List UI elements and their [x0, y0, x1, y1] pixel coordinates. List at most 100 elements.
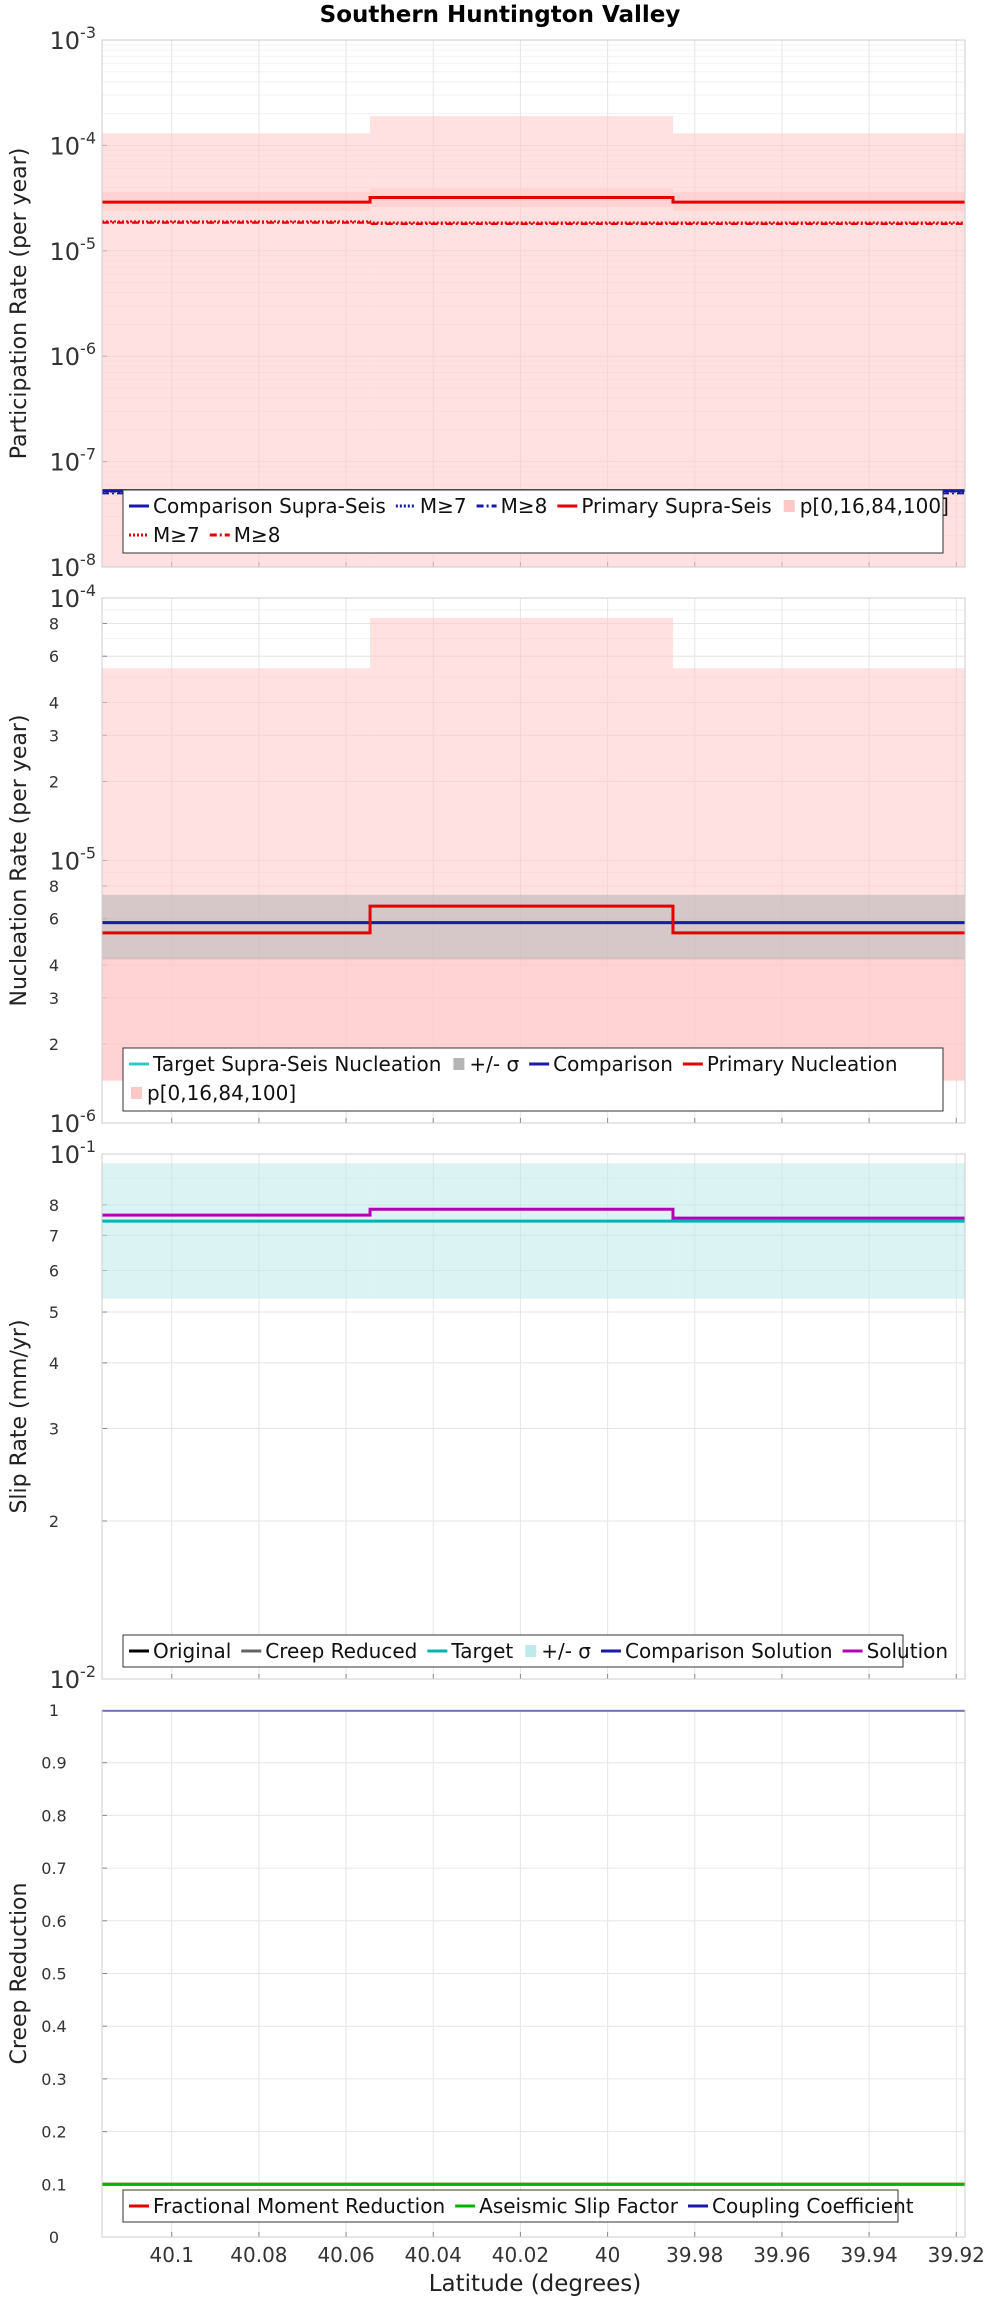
legend-label: Solution [867, 1639, 948, 1663]
legend-swatch [525, 1645, 537, 1657]
legend-label: Creep Reduced [265, 1639, 417, 1663]
y-tick-label: 8 [49, 1196, 59, 1215]
y-axis-label: Participation Rate (per year) [7, 148, 32, 460]
series-line [102, 196, 965, 204]
y-tick-label: 0.4 [41, 2017, 66, 2036]
y-tick-label: 4 [49, 693, 59, 712]
legend-label: Primary Nucleation [707, 1052, 898, 1076]
legend-label: +/- σ [541, 1639, 591, 1663]
plot-area [102, 617, 965, 1081]
x-tick-label: 39.92 [928, 2243, 985, 2267]
y-tick-label: 3 [49, 726, 59, 745]
legend-label: M≥7 [153, 523, 200, 547]
y-axis-label: Nucleation Rate (per year) [7, 715, 32, 1007]
plot-frame [101, 597, 966, 1124]
x-tick-label: 40.1 [149, 2243, 194, 2267]
x-tick-label: 40.08 [230, 2243, 287, 2267]
y-tick-label: 10-4 [50, 581, 97, 613]
band-segment [672, 894, 965, 960]
y-tick-label: 4 [49, 1354, 59, 1373]
legend-label: p[0,16,84,100] [800, 494, 949, 518]
legend-box [122, 1047, 944, 1112]
series-line [102, 1207, 965, 1220]
y-tick-label: 4 [49, 956, 59, 975]
y-tick-label: 10-6 [50, 1106, 97, 1138]
y-tick-label: 10-2 [50, 1662, 97, 1694]
plot-area [102, 1163, 965, 1299]
legend-label: M≥8 [501, 494, 548, 518]
series-line [102, 220, 965, 224]
legend: Original Creep Reduced Target +/- σ Comparis… [122, 1634, 948, 1668]
y-tick-label: 2 [49, 1035, 59, 1054]
y-axis-label: Creep Reduction [7, 1883, 32, 2065]
panel-4: 1 0.9 0.8 0.7 0.6 0.5 0.4 0.3 0.2 0.1 0 40.1 40.08 40… [7, 1701, 985, 2267]
band-segment [102, 894, 371, 960]
legend-label: Comparison [553, 1052, 673, 1076]
y-tick-label: 6 [49, 910, 59, 929]
band-segment [370, 894, 673, 960]
legend-label: M≥8 [234, 523, 281, 547]
band-segment [672, 1163, 965, 1299]
legend-label: Comparison Solution [625, 1639, 833, 1663]
legend-label: Comparison Supra-Seis [153, 494, 386, 518]
x-tick-label: 39.94 [840, 2243, 897, 2267]
y-tick-label: 8 [49, 877, 59, 896]
y-tick-label: 3 [49, 1420, 59, 1439]
y-tick-label: 8 [49, 614, 59, 633]
y-tick-label: 10-6 [50, 339, 97, 371]
legend-label: Original [153, 1639, 231, 1663]
panel-3: 10-1 8 7 6 5 4 3 2 10-2 Slip Rate (mm/yr) Original… [7, 1137, 966, 1694]
y-tick-label: 10-5 [50, 844, 97, 876]
y-tick-label: 0.8 [41, 1806, 66, 1825]
y-tick-label: 6 [49, 1261, 59, 1280]
series-line [102, 904, 965, 935]
x-tick-label: 40.04 [405, 2243, 462, 2267]
legend-box [122, 489, 944, 554]
legend-label: p[0,16,84,100] [147, 1081, 296, 1105]
band-segment [370, 1163, 673, 1299]
legend-label: M≥7 [420, 494, 467, 518]
y-tick-label: 7 [49, 1226, 59, 1245]
y-tick-label: 10-7 [50, 445, 97, 477]
y-tick-label: 10-4 [50, 128, 97, 160]
legend-label: Target Supra-Seis Nucleation [152, 1052, 441, 1076]
y-tick-label: 0.6 [41, 1912, 66, 1931]
y-tick-label: 10-3 [50, 23, 97, 55]
plot-frame [101, 1153, 966, 1680]
y-tick-label: 0.3 [41, 2070, 66, 2089]
y-tick-label: 0.5 [41, 1965, 66, 1984]
x-tick-label: 40 [595, 2243, 620, 2267]
y-tick-label: 2 [49, 772, 59, 791]
y-tick-label: 1 [49, 1701, 59, 1720]
legend-label: Fractional Moment Reduction [153, 2194, 445, 2218]
plot-area [102, 1710, 965, 2186]
y-tick-label: 0.9 [41, 1754, 66, 1773]
figure-title: Southern Huntington Valley [320, 2, 681, 28]
y-tick-label: 10-8 [50, 550, 97, 582]
y-tick-label: 5 [49, 1303, 59, 1322]
panels: 10-3 10-4 10-5 10-6 10-7 10-8 Participation Ra… [7, 23, 985, 2267]
legend: Fractional Moment Reduction Aseismic Slip… [122, 2189, 914, 2223]
legend-swatch [131, 1087, 142, 1099]
legend: Comparison Supra-Seis M≥7 M≥8 Primary Supra… [122, 489, 949, 554]
x-tick-label: 40.06 [317, 2243, 374, 2267]
y-tick-label: 10-5 [50, 234, 97, 266]
panel-1: 10-3 10-4 10-5 10-6 10-7 10-8 Participation Ra… [7, 23, 966, 582]
y-tick-label: 0 [49, 2228, 59, 2247]
band-segment [102, 1163, 371, 1299]
legend-label: Aseismic Slip Factor [479, 2194, 679, 2218]
legend-swatch [453, 1058, 465, 1070]
x-axis-label: Latitude (degrees) [429, 2271, 642, 2297]
plot-frame [101, 39, 966, 568]
y-tick-label: 0.1 [41, 2175, 66, 2194]
legend-label: +/- σ [469, 1052, 519, 1076]
y-axis-label: Slip Rate (mm/yr) [7, 1319, 32, 1513]
y-tick-label: 3 [49, 989, 59, 1008]
legend: Target Supra-Seis Nucleation +/- σ Compari… [122, 1047, 944, 1112]
legend-box [122, 2189, 899, 2223]
y-tick-label: 0.7 [41, 1859, 66, 1878]
plot-frame [101, 1709, 966, 2238]
x-tick-label: 39.98 [666, 2243, 723, 2267]
